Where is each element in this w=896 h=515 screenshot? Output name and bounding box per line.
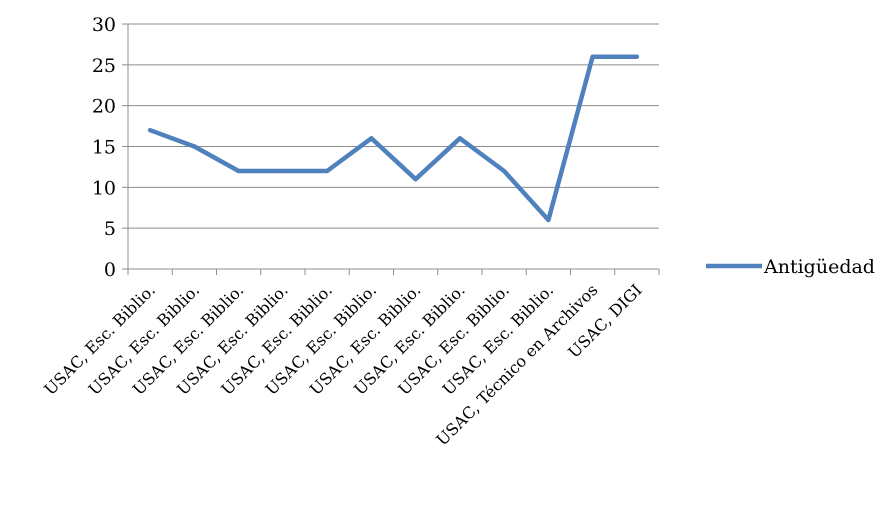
data-point (413, 177, 418, 182)
gridlines (128, 23, 659, 229)
x-axis: USAC, Esc. Biblio.USAC, Esc. Biblio.USAC… (40, 268, 660, 449)
y-tick-label: 20 (92, 96, 116, 118)
data-point (634, 54, 639, 59)
y-tick-label: 0 (104, 259, 116, 281)
y-tick-label: 10 (92, 177, 116, 199)
data-point (457, 136, 462, 141)
data-point (236, 169, 241, 173)
data-point (148, 128, 153, 133)
data-point (280, 169, 285, 173)
data-point (590, 54, 595, 59)
y-tick-label: 30 (92, 14, 116, 36)
data-point (325, 169, 330, 173)
data-point (502, 169, 507, 173)
series-line (147, 54, 640, 223)
x-tick-label: USAC, Técnico en Archivos (432, 280, 601, 449)
legend-label: Antigüedad (763, 256, 875, 278)
data-point (369, 136, 374, 141)
series-lines (147, 54, 640, 223)
y-tick-label: 25 (92, 55, 116, 77)
y-tick-label: 15 (92, 137, 116, 159)
y-axis: 0 5 10 15 20 25 30 (92, 14, 129, 281)
y-tick-label: 5 (104, 218, 116, 240)
data-point (546, 218, 551, 222)
data-point (192, 144, 197, 149)
legend: Antigüedad (706, 256, 875, 278)
